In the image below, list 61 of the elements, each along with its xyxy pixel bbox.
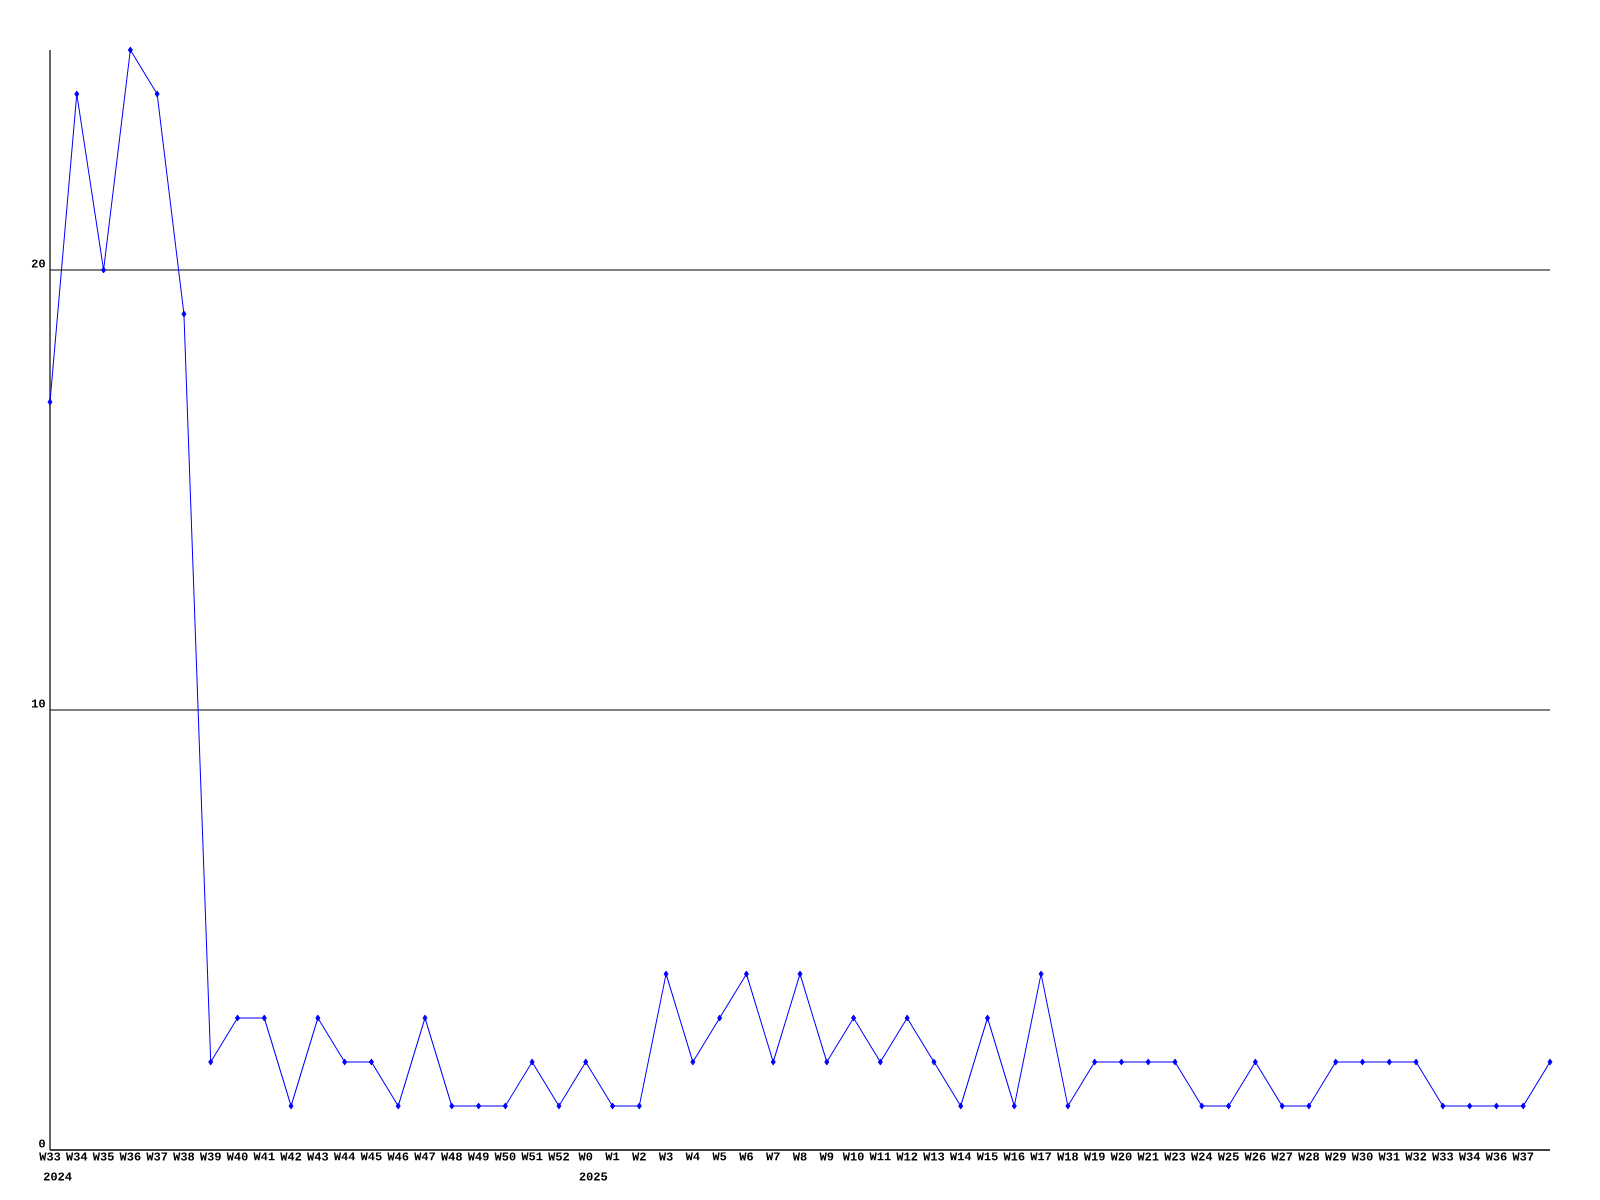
x-tick-label: W50 — [494, 1152, 516, 1161]
x-tick-label: W32 — [1405, 1152, 1427, 1161]
x-tick-label: W21 — [1137, 1152, 1159, 1161]
x-tick-label: W13 — [923, 1152, 945, 1161]
x-tick-label: W1 — [605, 1152, 620, 1161]
x-tick-label: W39 — [199, 1152, 221, 1161]
x-tick-label: W11 — [869, 1152, 891, 1161]
x-tick-label: W9 — [819, 1152, 834, 1161]
x-tick-label: W10 — [842, 1152, 864, 1161]
x-tick-label: W51 — [521, 1152, 543, 1161]
x-tick-label: W27 — [1271, 1152, 1293, 1161]
y-tick-label: 20 — [31, 259, 45, 268]
x-tick-label: W24 — [1190, 1152, 1213, 1161]
x-tick-label: W41 — [253, 1152, 275, 1161]
x-tick-label: W29 — [1324, 1152, 1346, 1161]
x-tick-label: W0 — [578, 1152, 593, 1161]
x-tick-label: W17 — [1030, 1152, 1052, 1161]
x-tick-label: W45 — [360, 1152, 382, 1161]
x-tick-label: W33 — [1432, 1152, 1454, 1161]
y-tick-label: 0 — [39, 1139, 45, 1148]
x-tick-label: W46 — [387, 1152, 409, 1161]
x-tick-label: W8 — [792, 1152, 807, 1161]
x-tick-label: W6 — [739, 1152, 753, 1161]
x-tick-label: W43 — [307, 1152, 329, 1161]
x-tick-label: W31 — [1378, 1152, 1400, 1161]
x-tick-label: W49 — [467, 1152, 489, 1161]
x-tick-label: W36 — [1485, 1152, 1507, 1161]
x-tick-label: W3 — [658, 1152, 673, 1161]
x-tick-label: W42 — [280, 1152, 302, 1161]
x-tick-label: W19 — [1083, 1152, 1105, 1161]
text: 2025 — [579, 1172, 608, 1181]
x-tick-label: W2 — [632, 1152, 646, 1161]
x-tick-label: W7 — [766, 1152, 780, 1161]
x-tick-label: W47 — [414, 1152, 435, 1161]
x-tick-label: W37 — [1512, 1152, 1534, 1161]
x-tick-label: W28 — [1298, 1152, 1320, 1161]
x-tick-label: W35 — [92, 1152, 114, 1161]
x-tick-label: W15 — [976, 1152, 998, 1161]
x-tick-label: W33 — [39, 1152, 61, 1161]
x-tick-label: W5 — [712, 1152, 727, 1161]
x-tick-label: W52 — [548, 1152, 570, 1161]
x-tick-label: W4 — [685, 1152, 700, 1161]
x-tick-label: W20 — [1110, 1152, 1132, 1161]
text: 2024 — [43, 1172, 72, 1181]
x-tick-label: W14 — [949, 1152, 972, 1161]
x-tick-label: W12 — [896, 1152, 918, 1161]
x-tick-label: W37 — [146, 1152, 168, 1161]
y-tick-label: 10 — [32, 699, 45, 708]
x-tick-label: W34 — [65, 1152, 88, 1161]
x-tick-label: W36 — [119, 1152, 141, 1161]
x-tick-label: W34 — [1458, 1152, 1481, 1161]
x-tick-label: W18 — [1057, 1152, 1079, 1161]
x-tick-label: W23 — [1164, 1152, 1186, 1161]
x-tick-label: W16 — [1003, 1152, 1025, 1161]
x-tick-label: W25 — [1217, 1152, 1239, 1161]
x-tick-label: W26 — [1244, 1152, 1266, 1161]
x-tick-label: W38 — [173, 1152, 195, 1161]
x-tick-label: W30 — [1351, 1152, 1373, 1161]
x-tick-label: W44 — [333, 1152, 356, 1161]
x-tick-label: W48 — [440, 1152, 462, 1161]
x-tick-label: W40 — [226, 1152, 248, 1161]
